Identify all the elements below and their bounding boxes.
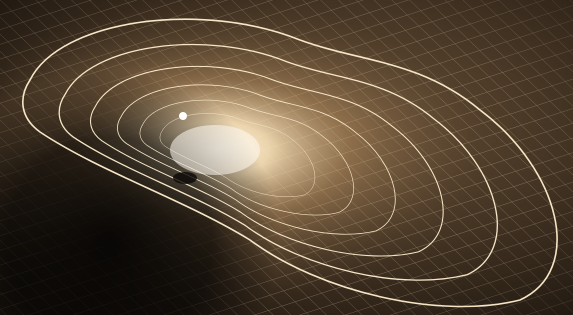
core-glow: [170, 125, 260, 175]
dark-point: [173, 172, 197, 184]
scene: [0, 0, 573, 315]
shadow: [0, 0, 573, 315]
page: [0, 0, 573, 315]
bright-point: [179, 112, 187, 120]
